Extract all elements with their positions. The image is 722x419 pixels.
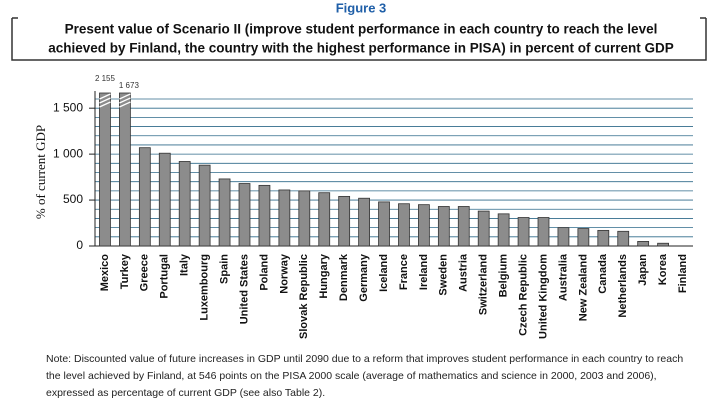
value-label: 2 155: [95, 74, 116, 83]
bar: [517, 217, 530, 247]
x-tick-label: Turkey: [119, 253, 131, 289]
bar: [138, 147, 151, 247]
x-tick-label: Iceland: [378, 254, 390, 292]
x-tick-label: Portugal: [159, 254, 171, 299]
x-tick-label: United States: [238, 254, 250, 324]
bar: [617, 230, 630, 247]
bar: [537, 217, 550, 247]
x-tick-label: Slovak Republic: [298, 254, 310, 339]
bar: [238, 183, 251, 247]
x-tick-label: Japan: [637, 254, 649, 286]
value-label: 1 673: [119, 81, 140, 90]
x-tick-label: Belgium: [498, 254, 510, 298]
bar-break: [119, 93, 131, 100]
figure-label: Figure 3: [336, 0, 387, 15]
y-axis-label: % of current GDP: [33, 125, 48, 219]
x-tick-label: Italy: [179, 253, 191, 276]
x-tick-label: Spain: [218, 254, 230, 284]
bar: [477, 210, 490, 247]
bar: [657, 242, 669, 247]
bar: [457, 206, 470, 247]
bar: [437, 206, 450, 247]
x-tick-label: Mexico: [99, 254, 111, 292]
x-tick-label: France: [398, 254, 410, 290]
x-tick-label: Poland: [258, 254, 270, 291]
x-tick-label: Switzerland: [478, 254, 490, 315]
x-tick-label: United Kingdom: [537, 254, 549, 339]
y-tick-label: 500: [63, 192, 83, 206]
bar: [158, 152, 171, 247]
chart-title: achieved by Finland, the country with th…: [48, 41, 674, 56]
bar-break: [99, 93, 111, 100]
bar-break: [119, 101, 131, 108]
bar: [278, 189, 291, 247]
x-tick-label: Luxembourg: [199, 254, 211, 321]
bar: [597, 229, 610, 247]
bar-break: [99, 101, 111, 108]
chart-title: Present value of Scenario II (improve st…: [65, 22, 658, 37]
x-tick-label: Hungary: [318, 253, 330, 299]
y-tick-label: 1 500: [53, 100, 83, 114]
bar: [418, 204, 430, 247]
x-tick-label: Korea: [657, 253, 669, 285]
bar: [119, 92, 131, 247]
bar: [557, 227, 570, 247]
bar: [577, 228, 590, 247]
x-tick-label: New Zealand: [577, 254, 589, 321]
bar: [258, 184, 271, 247]
y-tick-label: 0: [76, 238, 83, 252]
x-tick-label: Austria: [458, 253, 470, 292]
x-tick-label: Sweden: [438, 254, 450, 296]
bar: [398, 203, 410, 247]
bar: [637, 241, 650, 247]
x-tick-label: Denmark: [338, 253, 350, 301]
bar: [298, 190, 311, 247]
bar-break: [99, 97, 111, 104]
bar: [198, 164, 211, 247]
bar: [338, 195, 351, 247]
bar: [497, 213, 510, 247]
title-frame: [11, 17, 707, 61]
bar: [378, 201, 390, 247]
x-tick-label: Czech Republic: [517, 254, 529, 336]
x-tick-label: Australia: [557, 253, 569, 301]
x-tick-label: Canada: [597, 253, 609, 294]
bar: [318, 192, 331, 247]
note: Note: Discounted value of future increas…: [46, 353, 684, 399]
y-tick-label: 1 000: [53, 146, 83, 160]
x-tick-label: Germany: [358, 253, 370, 302]
x-tick-label: Netherlands: [617, 254, 629, 318]
bar: [99, 92, 111, 247]
x-tick-label: Ireland: [418, 254, 430, 290]
x-tick-label: Norway: [278, 253, 290, 294]
bar: [218, 178, 231, 247]
x-tick-label: Finland: [677, 254, 689, 293]
bar: [178, 161, 191, 247]
bar: [358, 197, 370, 247]
bar-break: [119, 97, 131, 104]
x-tick-label: Greece: [139, 254, 151, 291]
